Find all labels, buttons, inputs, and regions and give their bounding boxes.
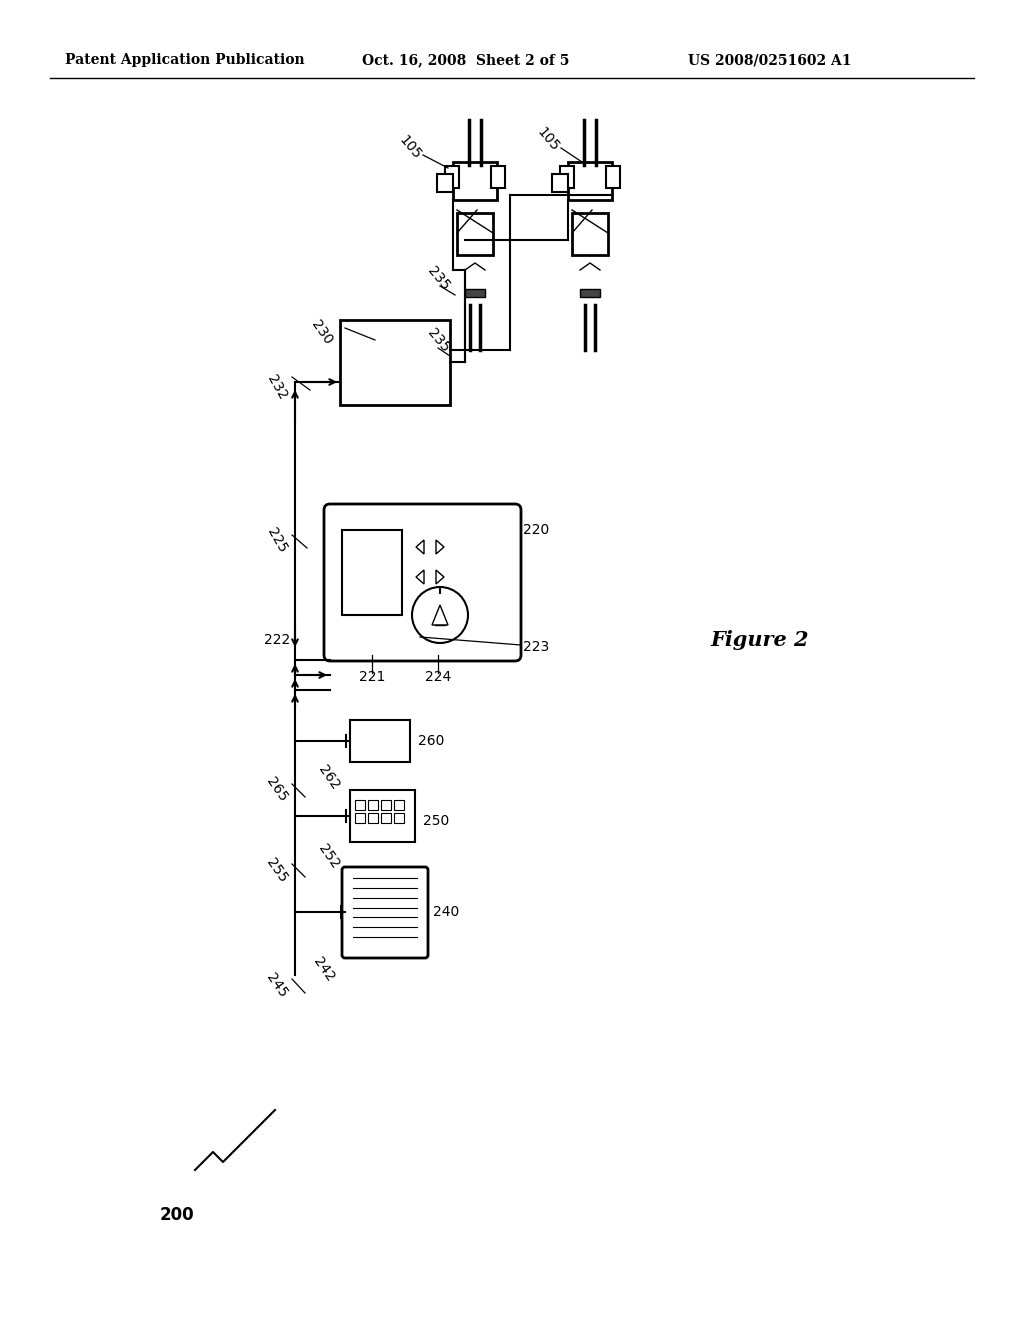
Bar <box>394 813 404 822</box>
Polygon shape <box>416 540 424 554</box>
Bar <box>575 165 604 176</box>
Bar <box>461 165 489 176</box>
Text: 221: 221 <box>358 671 385 684</box>
Bar <box>560 166 574 187</box>
Text: 225: 225 <box>265 525 290 554</box>
Bar <box>394 800 404 810</box>
Text: 220: 220 <box>523 523 549 537</box>
Text: 235: 235 <box>425 326 453 355</box>
Bar <box>350 789 415 842</box>
Polygon shape <box>416 570 424 583</box>
Text: 235: 235 <box>425 264 453 293</box>
Text: Figure 2: Figure 2 <box>711 630 809 649</box>
Text: 200: 200 <box>160 1206 195 1224</box>
Bar <box>437 174 453 191</box>
Bar <box>381 800 391 810</box>
Bar <box>465 289 485 297</box>
Text: 223: 223 <box>523 640 549 653</box>
Bar <box>342 531 402 615</box>
Bar <box>552 174 568 191</box>
Text: 105: 105 <box>535 125 562 154</box>
Text: 222: 222 <box>264 634 290 647</box>
Text: Patent Application Publication: Patent Application Publication <box>65 53 304 67</box>
Polygon shape <box>436 570 444 583</box>
Text: 240: 240 <box>433 906 459 919</box>
Text: 224: 224 <box>425 671 452 684</box>
Text: US 2008/0251602 A1: US 2008/0251602 A1 <box>688 53 852 67</box>
Text: 265: 265 <box>263 775 290 805</box>
FancyBboxPatch shape <box>342 867 428 958</box>
Bar <box>457 213 493 255</box>
Bar <box>568 162 612 201</box>
Text: 242: 242 <box>310 954 337 983</box>
Bar <box>355 800 365 810</box>
Bar <box>381 813 391 822</box>
Text: 260: 260 <box>418 734 444 748</box>
Text: 230: 230 <box>308 317 335 347</box>
Text: 262: 262 <box>315 763 342 793</box>
Bar <box>350 719 410 762</box>
Text: 105: 105 <box>396 133 424 162</box>
Polygon shape <box>436 540 444 554</box>
Bar <box>340 319 450 405</box>
Bar <box>461 220 489 230</box>
Bar <box>445 166 459 187</box>
Bar <box>606 166 620 187</box>
Bar <box>355 813 365 822</box>
Text: Oct. 16, 2008  Sheet 2 of 5: Oct. 16, 2008 Sheet 2 of 5 <box>362 53 569 67</box>
Bar <box>368 813 378 822</box>
Text: 250: 250 <box>423 814 450 828</box>
Bar <box>572 213 608 255</box>
Bar <box>580 289 600 297</box>
Bar <box>490 166 505 187</box>
Circle shape <box>412 587 468 643</box>
Bar <box>453 162 497 201</box>
Text: 245: 245 <box>263 970 290 999</box>
Bar <box>575 220 604 230</box>
Text: 232: 232 <box>265 372 290 401</box>
FancyBboxPatch shape <box>324 504 521 661</box>
Text: 252: 252 <box>315 841 342 871</box>
Text: 255: 255 <box>263 855 290 884</box>
Polygon shape <box>432 605 449 624</box>
Bar <box>368 800 378 810</box>
